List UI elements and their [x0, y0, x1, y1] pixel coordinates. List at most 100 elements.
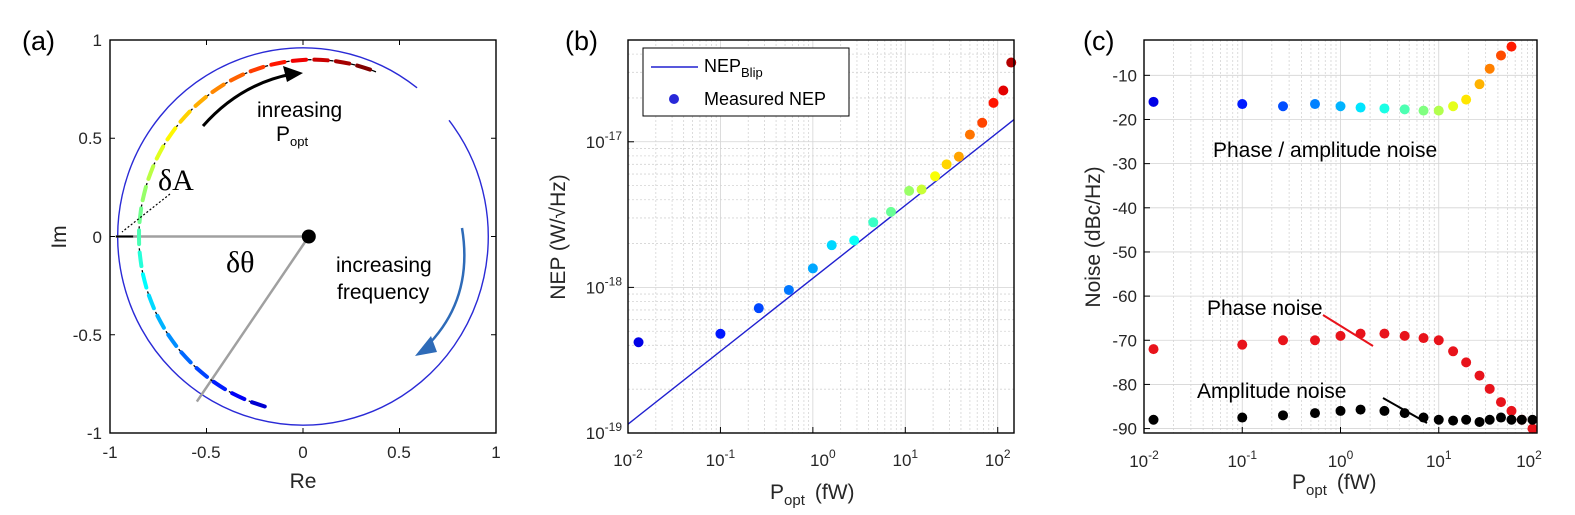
phase-noise-point: [1309, 335, 1320, 346]
panel-b-label: (b): [565, 26, 598, 56]
phase-noise-point: [1148, 344, 1159, 355]
measured-nep-point: [807, 263, 818, 274]
panel-c-xtick: 102: [1516, 448, 1542, 471]
panel-b-xlabel: Popt (fW): [770, 481, 855, 509]
trajectory-segment: [146, 164, 156, 181]
measured-nep-point: [977, 117, 988, 128]
trajectory-segment: [140, 184, 148, 203]
panel-c-ytick: -90: [1112, 420, 1137, 439]
increasing-p-main: P: [276, 123, 290, 146]
phase-amplitude-annotation: Phase / amplitude noise: [1213, 139, 1437, 162]
panel-c-ytick: -10: [1112, 66, 1137, 85]
measured-nep-point: [930, 171, 941, 182]
panel-b-ytick-exp: -19: [605, 420, 623, 434]
panel-c-ylabel: Noise (dBc/Hz): [1082, 166, 1105, 307]
panel-c-xlabel: Popt (fW): [1292, 471, 1377, 499]
panel-c-xtick-base: 10: [1227, 452, 1246, 471]
amplitude-noise-point: [1237, 412, 1248, 423]
phase-noise-point: [1495, 397, 1506, 408]
panel-c-xtick-base: 10: [1516, 452, 1535, 471]
phase-noise-point: [1448, 346, 1459, 357]
measured-nep-point: [885, 206, 896, 217]
phase-amplitude-point: [1355, 102, 1366, 113]
amplitude-noise-point: [1355, 404, 1366, 415]
measured-nep-point: [633, 337, 644, 348]
phase-amplitude-point: [1474, 79, 1485, 90]
increasing-p-line1: inreasing: [257, 99, 342, 122]
panel-a-plot: [115, 47, 489, 426]
phase-amplitude-point: [1495, 50, 1506, 61]
trajectory-segment: [312, 57, 330, 63]
panel-b-ytick-base: 10: [586, 133, 605, 152]
trajectory-segment: [250, 400, 267, 409]
panel-c-ytick: -20: [1112, 110, 1137, 129]
panel-c-xtick-exp: -1: [1246, 448, 1257, 462]
panel-b-axes-box: [627, 39, 1015, 434]
phase-amplitude-point: [1379, 103, 1390, 114]
panel-c-xtick: 100: [1328, 448, 1354, 471]
panel-b-xtick-exp: 2: [1004, 447, 1011, 461]
trajectory-segment: [137, 206, 144, 225]
phase-noise-point: [1474, 370, 1485, 381]
panel-b-ylabel: NEP (W/√Hz): [547, 174, 570, 299]
nep-blip-line: [627, 119, 1015, 425]
panel-b-xtick-base: 10: [892, 451, 911, 470]
panel-c: (c) 10-2 10-1 100 101 102-10-20-30-40-50-60-…: [1082, 26, 1542, 499]
panel-c-xtick: 10-2: [1129, 448, 1159, 471]
panel-c-xtick-exp: 2: [1535, 448, 1542, 462]
panel-b-xtick-base: 10: [706, 451, 725, 470]
panel-b-xtick: 10-1: [706, 447, 736, 470]
panel-a: (a) -1 -0.5 0 0.5 1 1 0.5 0 -0.5 -1 Re I…: [22, 26, 501, 493]
panel-a-ytick: -1: [87, 424, 102, 443]
panel-b-xtick-base: 10: [985, 451, 1004, 470]
trajectory-segment: [211, 379, 227, 392]
panel-a-ytick: -0.5: [73, 326, 102, 345]
phase-amplitude-point: [1418, 105, 1429, 116]
phase-noise-point: [1484, 383, 1495, 394]
phase-noise-point: [1278, 335, 1289, 346]
amplitude-noise-point: [1335, 405, 1346, 416]
legend-box: [642, 47, 850, 117]
panel-b-xtick-exp: 0: [829, 447, 836, 461]
panel-a-xtick: 0.5: [387, 443, 411, 462]
phase-noise-point: [1527, 423, 1538, 434]
trajectory-segment: [165, 126, 178, 142]
phase-noise-point: [1506, 405, 1517, 416]
trajectory-segment: [137, 250, 144, 269]
phase-noise-point: [1418, 333, 1429, 344]
panel-a-ticks: [109, 39, 497, 434]
panel-b-xtick-base: 10: [810, 451, 829, 470]
panel-b-ytick-base: 10: [586, 424, 605, 443]
trajectory-segment: [178, 109, 192, 124]
measured-nep-point: [941, 159, 952, 170]
panel-c-ytick: -80: [1112, 375, 1137, 394]
panel-a-ytick: 0: [93, 228, 102, 247]
panel-c-xlabel-unit: (fW): [1337, 471, 1377, 494]
panel-c-label: (c): [1083, 26, 1114, 56]
panel-b-xtick-exp: 1: [911, 447, 918, 461]
measured-nep-point: [964, 129, 975, 140]
phase-amplitude-point: [1309, 99, 1320, 110]
phase-amplitude-point: [1148, 96, 1159, 107]
phase-noise-point: [1335, 330, 1346, 341]
panel-c-ytick: -60: [1112, 287, 1137, 306]
panel-b-xtick: 101: [892, 447, 918, 470]
legend-marker-swatch: [669, 94, 679, 104]
panel-c-xtick-base: 10: [1129, 452, 1148, 471]
measured-nep-point: [916, 184, 927, 195]
trajectory-segment: [194, 366, 210, 379]
increasing-f-line1: increasing: [336, 254, 432, 277]
phase-amplitude-point: [1433, 105, 1444, 116]
panel-b-legend: NEPBlip Measured NEP: [642, 47, 850, 117]
measured-nep-point: [998, 85, 1009, 96]
phase-noise-point: [1237, 339, 1248, 350]
amplitude-noise-point: [1484, 414, 1495, 425]
panel-c-xtick: 101: [1426, 448, 1452, 471]
phase-noise-annotation: Phase noise: [1207, 297, 1323, 320]
trajectory-segment: [248, 64, 266, 74]
panel-b-xlabel-main: P: [770, 481, 784, 504]
amplitude-noise-point: [1309, 408, 1320, 419]
trajectory-segment: [333, 59, 352, 66]
panel-c-xlabel-main: P: [1292, 471, 1306, 494]
panel-c-ytick: -50: [1112, 243, 1137, 262]
